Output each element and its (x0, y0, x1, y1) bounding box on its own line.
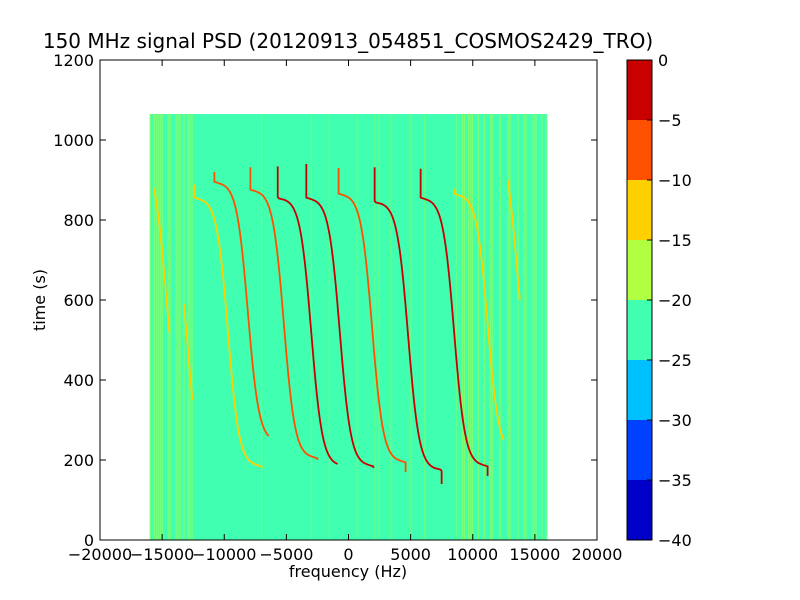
heatmap-noise-column (175, 114, 177, 540)
signal-trace (453, 188, 505, 441)
colorbar: −40 −35 −30 −25 −20 −15 −10 −5 0 (626, 51, 692, 550)
heatmap-noise-column (541, 114, 543, 540)
colorbar-tick-label: −5 (658, 111, 682, 130)
heatmap-noise-column (189, 114, 191, 540)
heatmap-noise-column (533, 114, 535, 540)
y-tick-label: 600 (63, 291, 94, 310)
signal-trace (182, 303, 194, 401)
signal-trace (213, 172, 270, 437)
x-tick-label: −10000 (192, 545, 256, 564)
heatmap-noise-column (489, 114, 491, 540)
signal-traces (152, 164, 521, 484)
x-tick-label: 5000 (390, 545, 431, 564)
heatmap-noise-column (455, 114, 458, 540)
x-tick-label: −15000 (130, 545, 194, 564)
heatmap-noise-column (545, 114, 547, 540)
heatmap-noise-column (149, 114, 151, 540)
heatmap-noise-column (183, 114, 185, 540)
heatmap-noise-column (517, 114, 519, 540)
colorbar-tick-label: −40 (658, 531, 692, 550)
y-axis: 0 200 400 600 800 1000 1200 (53, 51, 597, 550)
y-axis-label: time (s) (30, 269, 49, 331)
heatmap-noise-column (467, 114, 469, 540)
colorbar-tick-label: −30 (658, 411, 692, 430)
colorbar-band (627, 360, 652, 420)
heatmap-noise-column (523, 114, 525, 540)
heatmap-noise-column (463, 114, 466, 540)
heatmap-noise-column (155, 114, 157, 540)
heatmap-noise-column (159, 114, 161, 540)
heatmap-noise-column (390, 114, 392, 540)
y-tick-label: 1000 (53, 131, 94, 150)
x-axis-label: frequency (Hz) (289, 562, 407, 581)
heatmap-noise-column (483, 114, 485, 540)
heatmap-noise-column (261, 114, 263, 540)
heatmap-background (149, 114, 548, 540)
y-tick-label: 1200 (53, 51, 94, 70)
signal-trace (373, 167, 443, 484)
heatmap-noise-column (169, 114, 171, 540)
heatmap-noise-column (469, 114, 471, 540)
x-tick-label: −5000 (259, 545, 313, 564)
heatmap-noise-column (191, 114, 193, 540)
colorbar-tick-label: −10 (658, 171, 692, 190)
heatmap-noise-column (187, 114, 189, 540)
x-tick-label: 20000 (572, 545, 623, 564)
heatmap-noise-column (410, 114, 412, 540)
x-tick-label: 15000 (509, 545, 560, 564)
heatmap-noise-column (356, 114, 358, 540)
heatmap (149, 114, 548, 540)
heatmap-noise-column (499, 114, 501, 540)
colorbar-band (627, 300, 652, 360)
x-tick-label: 10000 (447, 545, 498, 564)
heatmap-noise-column (531, 114, 533, 540)
signal-trace (419, 168, 489, 476)
heatmap-noise-column (525, 114, 527, 540)
x-tick-label: −20000 (68, 545, 132, 564)
x-axis: −20000−15000−10000 −5000 0 5000 10000 15000 20… (68, 60, 623, 564)
heatmap-noise-column (328, 114, 330, 540)
heatmap-noise-column (535, 114, 537, 540)
heatmap-noise-column (424, 114, 426, 540)
y-tick-label: 800 (63, 211, 94, 230)
x-tick-label: 0 (343, 545, 353, 564)
y-tick-label: 0 (84, 531, 94, 550)
colorbar-band (627, 60, 652, 120)
heatmap-noise-column (157, 114, 159, 540)
heatmap-noise-column (161, 114, 163, 540)
heatmap-noise-column (471, 114, 473, 540)
signal-trace (337, 168, 407, 472)
colorbar-tick-label: −15 (658, 231, 692, 250)
colorbar-band (627, 240, 652, 300)
heatmap-noise-column (374, 114, 376, 540)
signal-trace (152, 187, 171, 333)
heatmap-noise-column (477, 114, 479, 540)
signal-trace (276, 166, 338, 465)
y-tick-label: 400 (63, 371, 94, 390)
heatmap-noise-column (491, 114, 493, 540)
heatmap-noise-column (378, 114, 380, 540)
heatmap-noise-column (153, 114, 155, 540)
colorbar-tick-label: −35 (658, 471, 692, 490)
colorbar-tick-label: −25 (658, 351, 692, 370)
colorbar-tick-label: 0 (658, 51, 668, 70)
heatmap-noise-column (509, 114, 511, 540)
signal-trace (506, 179, 521, 301)
colorbar-band (627, 420, 652, 480)
heatmap-noise-column (179, 114, 181, 540)
colorbar-band (627, 120, 652, 180)
chart-title: 150 MHz signal PSD (20120913_054851_COSM… (43, 29, 653, 53)
signal-trace (305, 164, 375, 468)
colorbar-tick-label: −20 (658, 291, 692, 310)
heatmap-noise-column (177, 114, 179, 540)
y-tick-label: 200 (63, 451, 94, 470)
heatmap-noise-column (461, 114, 464, 540)
colorbar-band (627, 180, 652, 240)
heatmap-noise-column (507, 114, 509, 540)
signal-trace (193, 184, 263, 468)
signal-trace (249, 167, 319, 460)
colorbar-band (627, 480, 652, 540)
